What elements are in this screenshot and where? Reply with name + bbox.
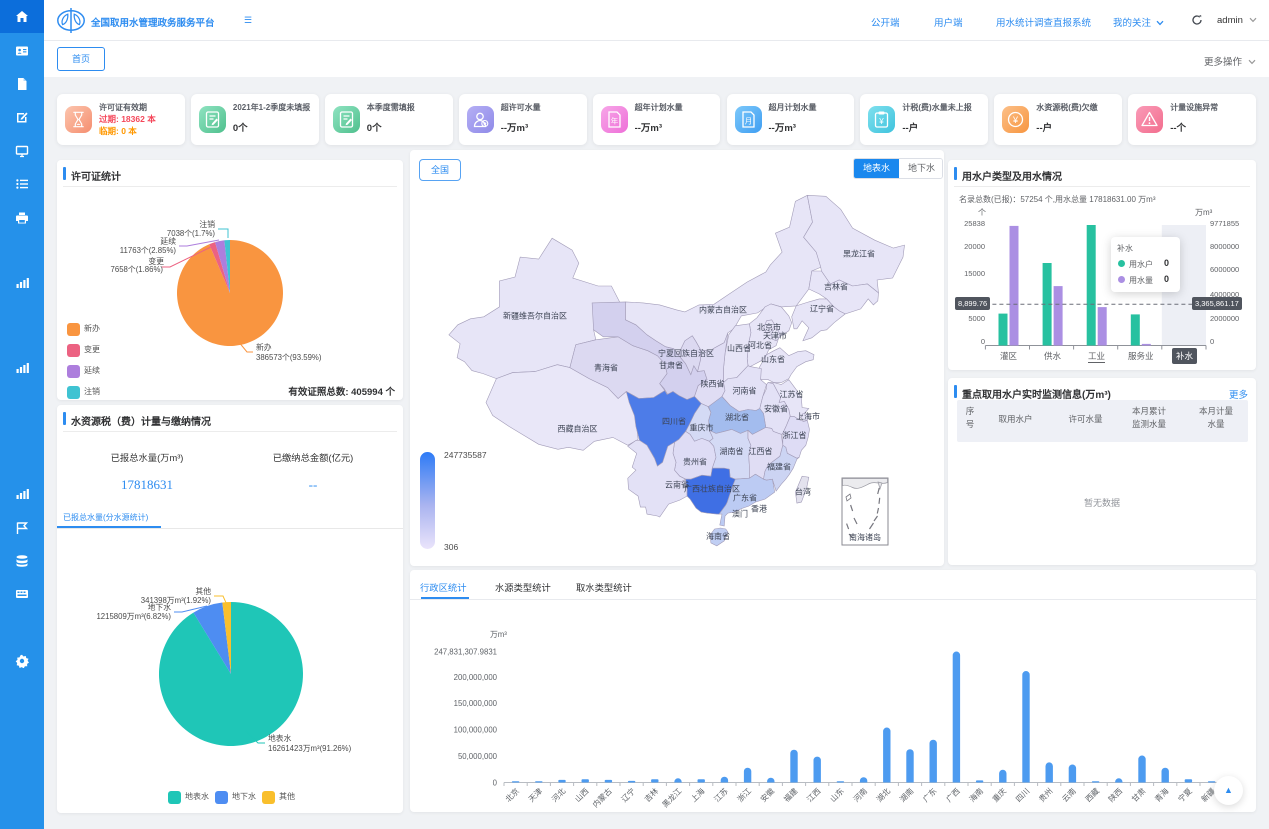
svg-text:天津市: 天津市 <box>763 331 787 341</box>
svg-text:江苏: 江苏 <box>712 786 730 804</box>
svg-text:湖南: 湖南 <box>897 786 915 804</box>
svg-text:341398万m³(1.92%): 341398万m³(1.92%) <box>141 596 212 605</box>
svg-text:云南: 云南 <box>1060 786 1078 804</box>
svg-text:新疆维吾尔自治区: 新疆维吾尔自治区 <box>503 311 567 321</box>
svg-text:山西省: 山西省 <box>727 343 751 353</box>
svg-text:湖北省: 湖北省 <box>725 412 749 422</box>
svg-text:浙江省: 浙江省 <box>783 430 807 440</box>
svg-text:黑龙江省: 黑龙江省 <box>843 249 875 259</box>
svg-text:西藏: 西藏 <box>1083 786 1101 804</box>
svg-text:其他: 其他 <box>195 586 211 596</box>
svg-text:7038个(1.7%): 7038个(1.7%) <box>167 229 216 238</box>
svg-text:150,000,000: 150,000,000 <box>454 699 498 708</box>
svg-text:福建: 福建 <box>781 786 799 804</box>
svg-text:重庆: 重庆 <box>990 786 1008 804</box>
svg-text:月: 月 <box>744 116 752 125</box>
svg-text:宁夏回族自治区: 宁夏回族自治区 <box>658 348 714 358</box>
svg-text:香港: 香港 <box>751 504 767 514</box>
svg-text:50,000,000: 50,000,000 <box>458 752 498 761</box>
svg-text:黑龙江: 黑龙江 <box>660 786 684 810</box>
svg-text:山西: 山西 <box>573 786 591 804</box>
svg-text:北京市: 北京市 <box>757 322 781 332</box>
svg-text:地下水: 地下水 <box>148 602 172 612</box>
svg-text:广西: 广西 <box>944 786 962 804</box>
svg-text:7658个(1.86%): 7658个(1.86%) <box>111 265 164 274</box>
svg-text:河南省: 河南省 <box>733 386 757 396</box>
svg-text:内蒙古自治区: 内蒙古自治区 <box>699 305 747 315</box>
svg-text:100,000,000: 100,000,000 <box>454 726 498 735</box>
svg-text:安徽: 安徽 <box>758 786 776 804</box>
svg-text:天津: 天津 <box>526 786 544 804</box>
svg-text:河北: 河北 <box>550 786 568 804</box>
svg-text:内蒙古: 内蒙古 <box>590 786 614 810</box>
svg-text:重庆市: 重庆市 <box>690 423 714 433</box>
svg-text:新办: 新办 <box>256 342 272 352</box>
svg-text:南海诸岛: 南海诸岛 <box>849 532 881 542</box>
svg-text:海南: 海南 <box>967 786 985 804</box>
svg-text:地表水: 地表水 <box>268 733 292 743</box>
svg-text:吉林: 吉林 <box>642 786 660 804</box>
svg-text:台湾: 台湾 <box>795 487 811 497</box>
svg-text:甘肃省: 甘肃省 <box>659 360 683 370</box>
svg-text:¥: ¥ <box>879 117 885 126</box>
svg-text:湖北: 湖北 <box>875 786 893 804</box>
svg-text:¥: ¥ <box>1012 115 1019 125</box>
svg-text:16261423万m³(91.26%): 16261423万m³(91.26%) <box>268 744 352 753</box>
svg-text:1215809万m³(6.82%): 1215809万m³(6.82%) <box>96 612 171 621</box>
svg-text:青海: 青海 <box>1153 786 1171 804</box>
svg-text:辽宁: 辽宁 <box>619 786 637 804</box>
svg-text:江苏省: 江苏省 <box>780 389 804 399</box>
svg-text:年: 年 <box>610 115 618 125</box>
svg-text:陕西: 陕西 <box>1106 786 1124 804</box>
svg-text:河南: 河南 <box>851 786 869 804</box>
svg-text:山东: 山东 <box>828 786 846 804</box>
svg-text:上海: 上海 <box>689 786 707 804</box>
svg-text:甘肃: 甘肃 <box>1129 786 1147 804</box>
svg-text:北京: 北京 <box>503 786 521 804</box>
svg-text:江西: 江西 <box>805 786 823 804</box>
svg-text:万m³: 万m³ <box>490 630 507 639</box>
svg-text:247735587: 247735587 <box>444 450 487 460</box>
svg-text:云南省: 云南省 <box>665 480 689 490</box>
svg-text:延续: 延续 <box>160 236 176 246</box>
svg-text:变更: 变更 <box>148 256 164 266</box>
svg-text:山东省: 山东省 <box>761 354 785 364</box>
svg-text:200,000,000: 200,000,000 <box>454 673 498 682</box>
svg-text:澳门: 澳门 <box>732 509 748 519</box>
svg-text:广东省: 广东省 <box>733 493 757 503</box>
svg-text:0: 0 <box>493 779 498 788</box>
svg-text:浙江: 浙江 <box>735 786 753 804</box>
svg-text:386573个(93.59%): 386573个(93.59%) <box>256 353 322 362</box>
svg-text:西藏自治区: 西藏自治区 <box>558 424 598 434</box>
svg-text:青海省: 青海省 <box>594 363 618 373</box>
svg-text:贵州省: 贵州省 <box>683 457 707 467</box>
svg-text:宁夏: 宁夏 <box>1176 786 1194 804</box>
svg-text:海南省: 海南省 <box>706 531 730 541</box>
svg-text:四川省: 四川省 <box>662 416 686 426</box>
svg-text:陕西省: 陕西省 <box>701 379 725 389</box>
svg-text:吉林省: 吉林省 <box>824 282 848 292</box>
svg-text:安徽省: 安徽省 <box>764 404 788 414</box>
svg-text:上海市: 上海市 <box>796 411 820 421</box>
svg-text:河北省: 河北省 <box>748 340 772 350</box>
svg-text:247,831,307.9831: 247,831,307.9831 <box>434 648 497 657</box>
svg-text:福建省: 福建省 <box>767 462 791 472</box>
svg-text:306: 306 <box>444 542 458 552</box>
svg-text:广西壮族自治区: 广西壮族自治区 <box>684 484 740 494</box>
svg-text:湖南省: 湖南省 <box>720 446 744 456</box>
svg-text:11763个(2.85%): 11763个(2.85%) <box>120 246 177 255</box>
svg-text:辽宁省: 辽宁省 <box>810 304 834 314</box>
svg-text:四川: 四川 <box>1014 787 1031 804</box>
svg-text:注销: 注销 <box>199 219 215 229</box>
svg-text:贵州: 贵州 <box>1037 786 1055 804</box>
svg-text:江西省: 江西省 <box>749 446 773 456</box>
svg-text:广东: 广东 <box>921 786 939 804</box>
